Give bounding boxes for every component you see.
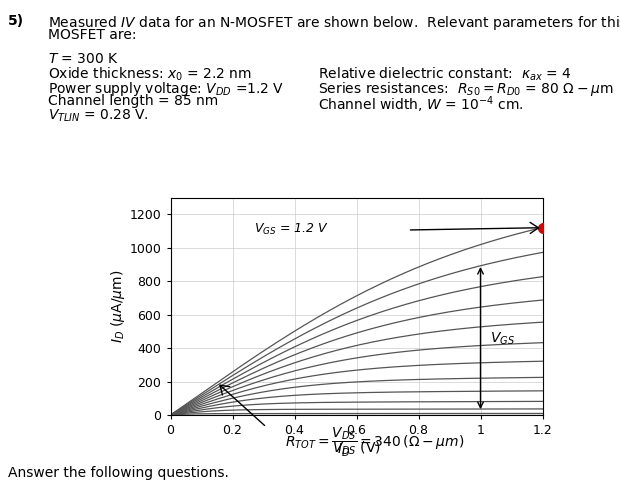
Text: $T$ = 300 K: $T$ = 300 K [48,52,119,66]
Text: MOSFET are:: MOSFET are: [48,28,136,42]
Text: $R_{TOT} = \dfrac{V_{DS}}{I_D} = 340\,(\Omega - \mu m)$: $R_{TOT} = \dfrac{V_{DS}}{I_D} = 340\,(\… [285,426,464,459]
Text: Oxide thickness: $x_0$ = 2.2 nm: Oxide thickness: $x_0$ = 2.2 nm [48,66,252,83]
Text: Relative dielectric constant:  $\kappa_{ax}$ = 4: Relative dielectric constant: $\kappa_{a… [318,66,572,83]
Text: Answer the following questions.: Answer the following questions. [8,466,229,480]
Text: $V_{GS}$: $V_{GS}$ [490,330,515,347]
Text: $I_{ON}$ =1120 ($\mu$A/$\mu$m): $I_{ON}$ =1120 ($\mu$A/$\mu$m) [358,262,490,280]
Text: Channel width, $W$ = 10$^{-4}$ cm.: Channel width, $W$ = 10$^{-4}$ cm. [318,94,523,115]
Text: Power supply voltage: $V_{DD}$ =1.2 V: Power supply voltage: $V_{DD}$ =1.2 V [48,80,284,98]
Text: Series resistances:  $R_{S0} = R_{D0}$ = 80 $\Omega-\mu$m: Series resistances: $R_{S0} = R_{D0}$ = … [318,80,614,98]
Text: 5): 5) [8,14,24,28]
X-axis label: $V_{DS}$ (V): $V_{DS}$ (V) [332,440,381,457]
Text: Measured $IV$ data for an N-MOSFET are shown below.  Relevant parameters for thi: Measured $IV$ data for an N-MOSFET are s… [48,14,620,32]
Text: Channel length = 85 nm: Channel length = 85 nm [48,94,218,108]
Text: $V_{GS}$ = 1.2 V: $V_{GS}$ = 1.2 V [254,222,329,237]
Text: $V_{TLIN}$ = 0.28 V.: $V_{TLIN}$ = 0.28 V. [48,108,149,124]
Y-axis label: $I_D$ ($\mu$A/$\mu$m): $I_D$ ($\mu$A/$\mu$m) [109,270,127,343]
